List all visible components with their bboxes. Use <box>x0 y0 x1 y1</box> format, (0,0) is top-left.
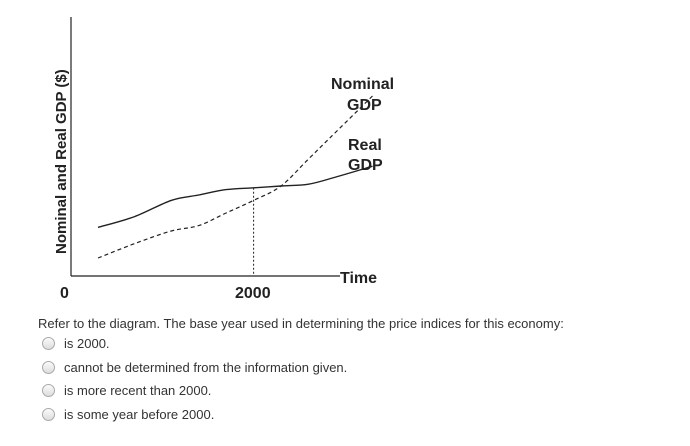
option-label: is more recent than 2000. <box>64 383 212 399</box>
x-axis-label: Time <box>340 270 377 287</box>
radio-button[interactable] <box>42 384 55 398</box>
real-gdp-line <box>97 165 373 229</box>
y-axis-label: Nominal and Real GDP ($) <box>53 69 70 254</box>
option-cannot-be-determined[interactable]: cannot be determined from the informatio… <box>42 356 347 380</box>
nominal-gdp-line <box>97 95 373 259</box>
question-prompt: Refer to the diagram. The base year used… <box>38 316 564 331</box>
option-more-recent[interactable]: is more recent than 2000. <box>42 379 347 403</box>
option-label: is 2000. <box>64 336 110 352</box>
nominal-gdp-label-line1: Nominal <box>331 76 394 93</box>
origin-label: 0 <box>60 285 69 302</box>
option-label: is some year before 2000. <box>64 406 215 422</box>
option-year-before[interactable]: is some year before 2000. <box>42 403 347 427</box>
radio-button[interactable] <box>42 407 55 421</box>
option-label: cannot be determined from the informatio… <box>64 359 348 375</box>
radio-button[interactable] <box>42 337 55 351</box>
gdp-diagram: Nominal and Real GDP ($) 0 2000 Time Nom… <box>53 17 394 302</box>
x-tick-label-2000: 2000 <box>235 285 271 302</box>
answer-options: is 2000. cannot be determined from the i… <box>42 332 347 426</box>
real-gdp-label-line1: Real <box>348 137 382 154</box>
real-gdp-label-line2: GDP <box>348 157 383 174</box>
nominal-gdp-label-line2: GDP <box>347 97 382 114</box>
option-is-2000[interactable]: is 2000. <box>42 332 347 356</box>
radio-button[interactable] <box>42 360 55 374</box>
